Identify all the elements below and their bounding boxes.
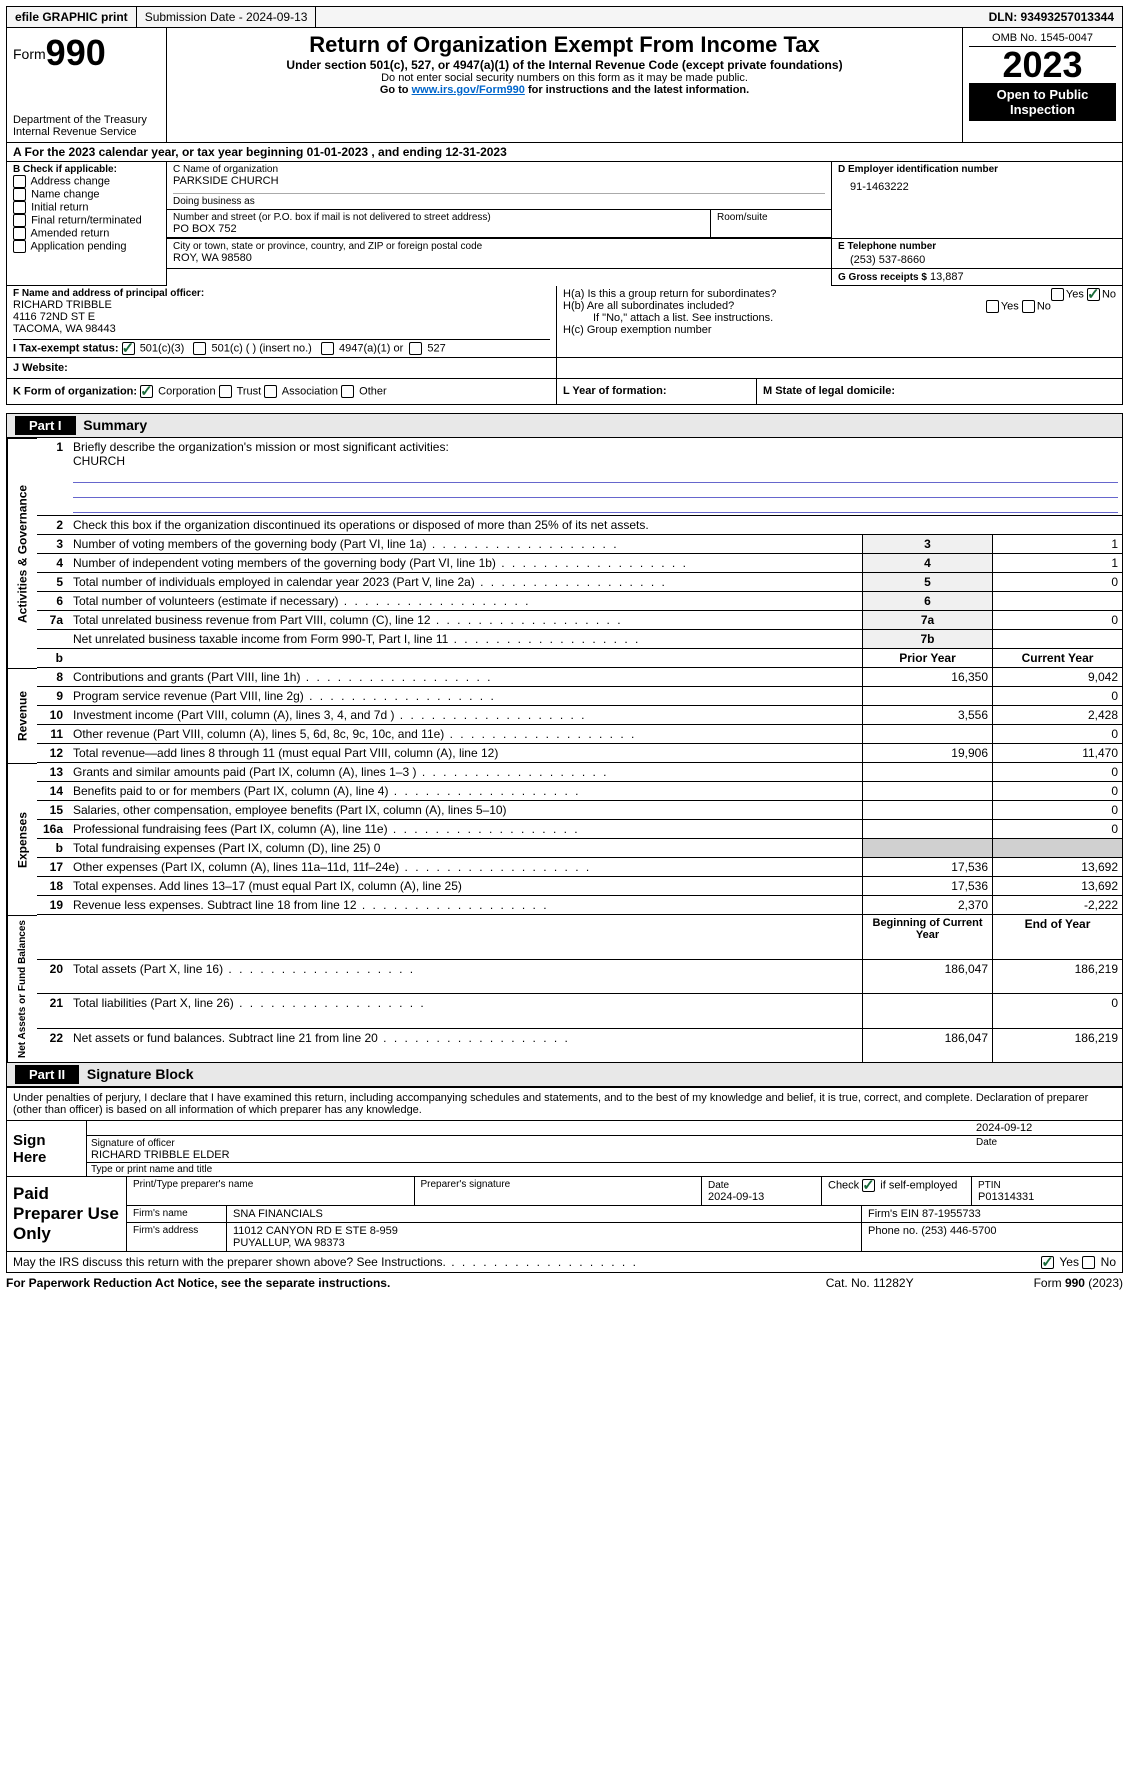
chk-trust[interactable] [219, 385, 232, 398]
chk-ha-no[interactable] [1087, 288, 1100, 301]
chk-pending[interactable] [13, 240, 26, 253]
box-f-officer: F Name and address of principal officer:… [7, 286, 557, 357]
page-footer: For Paperwork Reduction Act Notice, see … [6, 1273, 1123, 1290]
form-header: Form990 Department of the Treasury Inter… [6, 28, 1123, 143]
paperwork-notice: For Paperwork Reduction Act Notice, see … [6, 1276, 390, 1290]
form-ref: Form 990 (2023) [1034, 1276, 1123, 1290]
section-bcd: B Check if applicable: Address change Na… [6, 162, 1123, 286]
section-fh: F Name and address of principal officer:… [6, 286, 1123, 358]
side-governance: Activities & Governance [7, 438, 37, 668]
open-public: Open to Public Inspection [969, 83, 1116, 121]
dln: DLN: 93493257013344 [981, 7, 1122, 27]
part1-hdr: Part I [15, 416, 76, 435]
side-expenses: Expenses [7, 763, 37, 915]
form-title: Return of Organization Exempt From Incom… [173, 32, 956, 58]
form-subtitle: Under section 501(c), 527, or 4947(a)(1)… [173, 58, 956, 72]
perjury-text: Under penalties of perjury, I declare th… [7, 1088, 1122, 1120]
website-label: J Website: [13, 362, 68, 374]
box-k: K Form of organization: Corporation Trus… [7, 379, 557, 404]
ssn-warning: Do not enter social security numbers on … [173, 72, 956, 84]
sign-here-label: Sign Here [7, 1120, 87, 1176]
chk-corp[interactable] [140, 385, 153, 398]
tax-year: 2023 [969, 47, 1116, 83]
chk-discuss-yes[interactable] [1041, 1256, 1054, 1269]
chk-address-change[interactable] [13, 175, 26, 188]
part1-container: Part I Summary Activities & Governance 1… [6, 413, 1123, 1063]
chk-self-employed[interactable] [862, 1179, 875, 1192]
side-net: Net Assets or Fund Balances [7, 915, 37, 1062]
chk-final[interactable] [13, 214, 26, 227]
dept-label: Department of the Treasury Internal Reve… [13, 114, 160, 138]
chk-501c3[interactable] [122, 342, 135, 355]
part2-hdr: Part II [15, 1065, 79, 1084]
side-revenue: Revenue [7, 668, 37, 763]
chk-ha-yes[interactable] [1051, 288, 1064, 301]
chk-initial[interactable] [13, 201, 26, 214]
summary-table: Activities & Governance 1 Briefly descri… [7, 438, 1122, 1062]
box-b: B Check if applicable: Address change Na… [7, 162, 167, 286]
preparer-block: Paid Preparer Use Only Print/Type prepar… [6, 1177, 1123, 1252]
box-c-city: City or town, state or province, country… [167, 239, 832, 269]
box-d-ein: D Employer identification number 91-1463… [832, 162, 1122, 239]
box-e-phone: E Telephone number (253) 537-8660 [832, 239, 1122, 269]
box-c-street: Number and street (or P.O. box if mail i… [167, 210, 832, 239]
box-m: M State of legal domicile: [757, 379, 1122, 404]
irs-link[interactable]: www.irs.gov/Form990 [412, 84, 525, 96]
box-l: L Year of formation: [557, 379, 757, 404]
part2-container: Part II Signature Block [6, 1063, 1123, 1088]
chk-hb-no[interactable] [1022, 300, 1035, 313]
signature-block: Under penalties of perjury, I declare th… [6, 1088, 1123, 1177]
row-a-taxyear: A For the 2023 calendar year, or tax yea… [6, 143, 1123, 162]
chk-discuss-no[interactable] [1082, 1256, 1095, 1269]
box-g-receipts: G Gross receipts $ 13,887 [832, 269, 1122, 286]
preparer-label: Paid Preparer Use Only [7, 1177, 127, 1251]
section-jw: J Website: [6, 358, 1123, 379]
submission-date: Submission Date - 2024-09-13 [137, 7, 317, 27]
chk-name-change[interactable] [13, 188, 26, 201]
box-c-name: C Name of organization PARKSIDE CHURCH D… [167, 162, 832, 210]
box-h: H(a) Is this a group return for subordin… [557, 286, 1122, 357]
tax-exempt-row: I Tax-exempt status: 501(c)(3) 501(c) ( … [13, 339, 550, 355]
chk-other[interactable] [341, 385, 354, 398]
section-klm: K Form of organization: Corporation Trus… [6, 379, 1123, 405]
chk-527[interactable] [409, 342, 422, 355]
chk-501c[interactable] [193, 342, 206, 355]
form-number: Form990 [13, 32, 160, 74]
chk-amended[interactable] [13, 227, 26, 240]
chk-4947[interactable] [321, 342, 334, 355]
cat-no: Cat. No. 11282Y [826, 1276, 914, 1290]
chk-hb-yes[interactable] [986, 300, 999, 313]
top-bar: efile GRAPHIC print Submission Date - 20… [6, 6, 1123, 28]
goto-instructions: Go to www.irs.gov/Form990 for instructio… [173, 84, 956, 96]
chk-assoc[interactable] [264, 385, 277, 398]
discuss-row: May the IRS discuss this return with the… [6, 1252, 1123, 1273]
efile-label: efile GRAPHIC print [7, 7, 137, 27]
